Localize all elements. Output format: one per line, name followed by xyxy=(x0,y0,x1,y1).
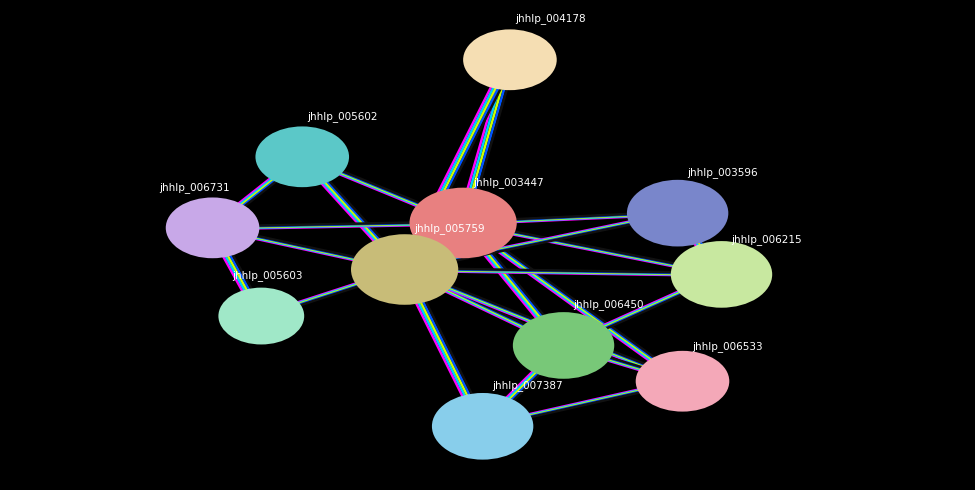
Text: jhhlp_006533: jhhlp_006533 xyxy=(692,341,762,352)
Ellipse shape xyxy=(432,393,533,460)
Ellipse shape xyxy=(463,29,557,90)
Text: jhhlp_004178: jhhlp_004178 xyxy=(515,14,585,24)
Ellipse shape xyxy=(255,126,349,187)
Ellipse shape xyxy=(218,288,304,344)
Text: jhhlp_003447: jhhlp_003447 xyxy=(473,177,543,188)
Ellipse shape xyxy=(627,180,728,246)
Ellipse shape xyxy=(636,351,729,412)
Text: jhhlp_005603: jhhlp_005603 xyxy=(232,270,302,281)
Text: jhhlp_003596: jhhlp_003596 xyxy=(687,167,758,178)
Text: jhhlp_007387: jhhlp_007387 xyxy=(492,380,563,391)
Ellipse shape xyxy=(351,234,458,305)
Ellipse shape xyxy=(410,188,517,258)
Text: jhhlp_006215: jhhlp_006215 xyxy=(731,234,801,245)
Text: jhhlp_005759: jhhlp_005759 xyxy=(414,223,485,234)
Text: jhhlp_006731: jhhlp_006731 xyxy=(159,182,229,193)
Ellipse shape xyxy=(166,197,259,258)
Text: jhhlp_005602: jhhlp_005602 xyxy=(307,111,377,122)
Ellipse shape xyxy=(671,241,772,308)
Ellipse shape xyxy=(513,312,614,379)
Text: jhhlp_006450: jhhlp_006450 xyxy=(573,299,644,310)
